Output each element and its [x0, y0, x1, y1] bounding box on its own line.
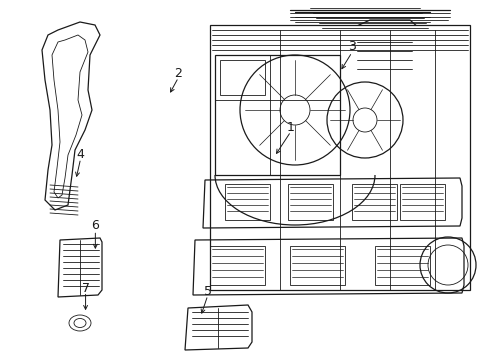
- Text: 3: 3: [347, 40, 355, 53]
- Polygon shape: [209, 25, 469, 290]
- Text: 5: 5: [203, 285, 211, 298]
- Text: 6: 6: [91, 219, 99, 231]
- Text: 4: 4: [77, 148, 84, 161]
- Text: 7: 7: [81, 282, 89, 294]
- Text: 2: 2: [174, 67, 182, 80]
- Text: 1: 1: [286, 121, 294, 134]
